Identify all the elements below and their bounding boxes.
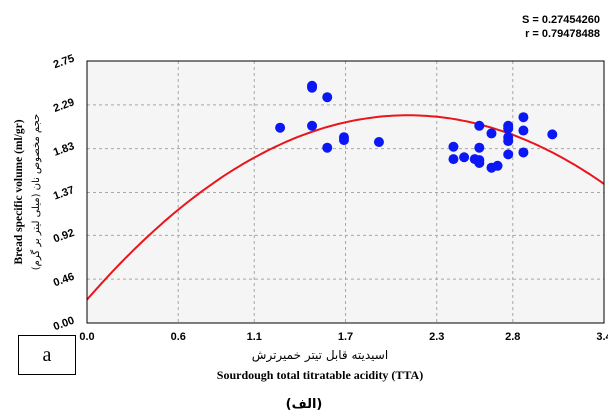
- data-point: [518, 147, 529, 158]
- x-tick-label: 1.7: [338, 331, 353, 343]
- fit-curve: [86, 114, 605, 301]
- data-point: [474, 155, 485, 166]
- panel-letter: a: [42, 343, 52, 366]
- x-tick-label: 1.1: [247, 331, 262, 343]
- data-point: [307, 82, 318, 93]
- data-points: [275, 80, 558, 173]
- x-tick-label: 0.6: [171, 331, 186, 343]
- y-tick-label: 2.75: [52, 53, 76, 72]
- data-point: [307, 120, 318, 131]
- data-point: [459, 152, 470, 163]
- data-point: [503, 136, 514, 147]
- data-point: [518, 112, 529, 123]
- y-axis-label-en: Bread specific volume (ml/gr): [13, 119, 25, 264]
- figure-caption: (الف): [285, 397, 323, 412]
- x-tick-label: 2.3: [429, 331, 444, 343]
- data-point: [518, 125, 529, 136]
- data-point: [486, 128, 497, 139]
- stat-r: r = 0.79478488: [525, 28, 600, 40]
- y-tick-label: 1.37: [52, 184, 76, 203]
- y-tick-label: 1.83: [52, 140, 76, 159]
- plot-frame: [86, 60, 605, 324]
- data-point: [474, 120, 485, 131]
- data-point: [474, 142, 485, 153]
- data-point: [322, 142, 333, 153]
- y-tick-label: 0.46: [52, 271, 76, 290]
- x-axis-label-fa: اسیدیته قابل تیتر خمیرترش: [252, 348, 388, 363]
- x-axis-label-en: Sourdough total titratable acidity (TTA): [217, 368, 423, 382]
- y-axis-label-fa: حجم مخصوص نان (میلی لیتر بر گرم): [30, 114, 42, 270]
- data-point: [322, 92, 333, 103]
- y-tick-label: 2.29: [52, 96, 76, 115]
- stat-s: S = 0.27454260: [522, 14, 600, 26]
- x-tick-label: 3.4: [596, 331, 608, 343]
- grid-lines: [87, 61, 604, 323]
- data-point: [338, 135, 349, 146]
- scatter-chart: 0.0 0.6 1.1 1.7 2.3 2.8 3.4 0.00 0.46 0.92 1.37 1.8…: [13, 53, 608, 382]
- data-point: [275, 122, 286, 133]
- x-tick-label: 0.0: [79, 331, 94, 343]
- chart-panel: 0.0 0.6 1.1 1.7 2.3 2.8 3.4 0.00 0.46 0.92 1.37 1.8…: [13, 14, 608, 382]
- y-tick-label: 0.92: [52, 227, 76, 246]
- data-point: [503, 149, 514, 160]
- data-point: [547, 129, 558, 140]
- data-point: [373, 136, 384, 147]
- data-point: [492, 160, 503, 171]
- data-point: [448, 141, 459, 152]
- y-tick-label: 0.00: [52, 315, 76, 334]
- data-point: [448, 154, 459, 165]
- x-tick-label: 2.8: [505, 331, 520, 343]
- data-point: [503, 123, 514, 134]
- panel-letter-box: a: [18, 335, 76, 375]
